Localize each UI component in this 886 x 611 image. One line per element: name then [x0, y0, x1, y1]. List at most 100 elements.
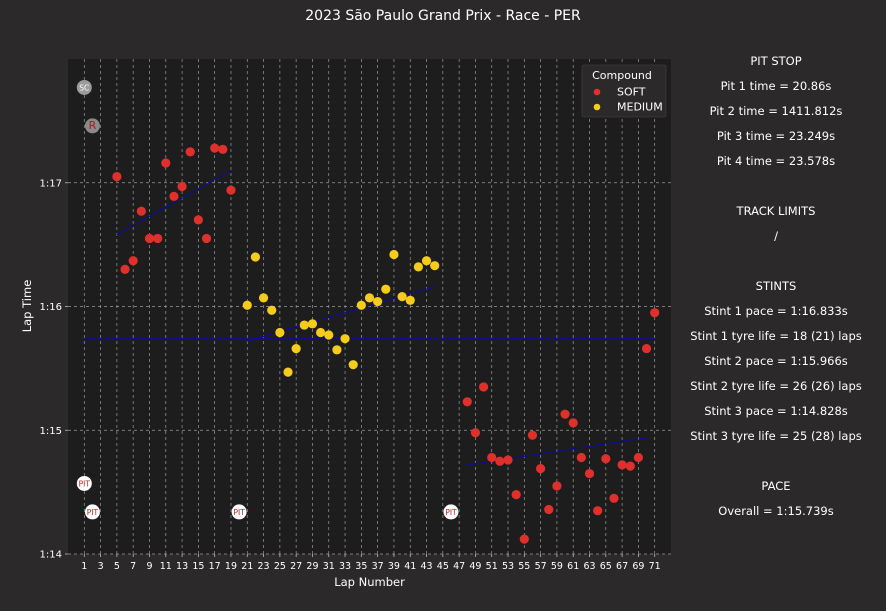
lap-point-medium [381, 284, 391, 294]
marker-label: PIT [79, 479, 91, 488]
x-tick-label: 61 [567, 561, 579, 572]
lap-point-soft [153, 233, 163, 244]
x-tick-label: 37 [372, 561, 384, 572]
lap-point-medium [299, 320, 309, 330]
stint-1-pace: Stint 1 pace = 1:16.833s [704, 304, 848, 318]
x-tick-label: 11 [160, 561, 172, 572]
lap-point-soft [601, 454, 611, 464]
legend-marker-soft [593, 88, 601, 96]
legend-title: Compound [592, 69, 652, 82]
lap-point-soft [536, 464, 546, 474]
stint-1-tyre-life: Stint 1 tyre life = 18 (21) laps [690, 329, 862, 343]
x-tick-label: 67 [616, 561, 628, 572]
tick-labels: 1 3 5 7 9 11 13 15 17 19 21 23 25 27 29 31 33 35 37 39 41 43 4… [40, 178, 661, 572]
x-tick-label: 41 [404, 561, 416, 572]
lap-point-medium [250, 252, 261, 262]
marker-pit [84, 504, 100, 520]
lap-point-soft [210, 143, 220, 153]
x-tick-label: 13 [176, 561, 188, 572]
lap-point-soft [177, 181, 187, 192]
lap-point-medium [316, 327, 326, 338]
lap-point-medium [356, 300, 366, 310]
lap-point-medium [275, 327, 285, 338]
x-tick-label: 51 [486, 561, 498, 572]
marker-label: PIT [445, 508, 457, 517]
lap-point-soft [609, 493, 619, 503]
x-tick-label: 71 [649, 561, 661, 572]
x-tick-label: 29 [306, 561, 318, 572]
x-axis-label: Lap Number [334, 575, 405, 589]
lap-point-soft [503, 455, 513, 465]
lap-point-medium [258, 293, 269, 303]
x-tick-label: 63 [583, 561, 595, 572]
lap-point-soft [112, 171, 122, 182]
lap-point-soft [544, 504, 554, 515]
lap-point-soft [568, 418, 578, 428]
lap-point-medium [242, 300, 252, 310]
x-tick-label: 39 [388, 561, 400, 572]
y-tick-label: 1:15 [40, 426, 62, 437]
marker-pit [231, 504, 247, 520]
stats-panel: PIT STOP Pit 1 time = 20.86s Pit 2 time … [670, 54, 882, 529]
lap-point-medium [348, 360, 358, 370]
lap-point-medium [421, 256, 432, 266]
pit-4-time: Pit 4 time = 23.578s [716, 154, 836, 168]
lap-point-soft [470, 428, 481, 438]
marker-r [84, 118, 100, 134]
lap-point-soft [511, 490, 521, 500]
lap-point-soft [617, 460, 627, 470]
stint-2-tyre-life: Stint 2 tyre life = 26 (26) laps [690, 379, 862, 393]
x-tick-label: 53 [502, 561, 514, 572]
x-tick-label: 65 [600, 561, 612, 572]
pit-stop-heading: PIT STOP [750, 54, 802, 68]
stints-heading: STINTS [755, 279, 797, 293]
track-limits-value: / [774, 229, 778, 243]
lap-point-soft [650, 308, 660, 318]
lap-point-medium [267, 305, 277, 315]
lap-point-soft [641, 343, 652, 354]
data-points [112, 143, 660, 544]
legend-label-soft: SOFT [617, 86, 646, 99]
stint-3-pace: Stint 3 pace = 1:14.828s [704, 404, 848, 418]
pit-1-time: Pit 1 time = 20.86s [720, 79, 832, 93]
marker-sc [76, 79, 92, 95]
lap-point-soft [161, 158, 171, 168]
x-tick-label: 69 [632, 561, 644, 572]
lap-point-soft [218, 144, 228, 154]
lap-point-soft [128, 256, 138, 266]
lap-point-soft [552, 481, 562, 491]
lap-point-soft [478, 382, 489, 392]
lap-point-soft [625, 461, 635, 471]
y-tick-label: 1:14 [40, 550, 62, 561]
lap-point-soft [226, 185, 236, 195]
lap-point-medium [307, 319, 318, 329]
trend-line [116, 169, 232, 236]
lap-point-medium [291, 343, 301, 354]
lap-point-medium [413, 262, 423, 272]
x-tick-label: 45 [437, 561, 449, 572]
lap-point-medium [324, 330, 334, 340]
marker-label: PIT [233, 508, 245, 517]
y-tick-label: 1:17 [40, 178, 62, 189]
chart-title: 2023 São Paulo Grand Prix - Race - PER [305, 8, 581, 24]
lap-point-soft [633, 452, 644, 463]
x-tick-label: 47 [453, 561, 465, 572]
x-tick-label: 55 [518, 561, 530, 572]
lap-point-soft [193, 215, 203, 225]
x-tick-label: 43 [420, 561, 432, 572]
lap-point-soft [584, 468, 595, 479]
marker-label: PIT [87, 508, 99, 517]
lap-point-soft [495, 456, 505, 466]
pit-2-time: Pit 2 time = 1411.812s [709, 104, 843, 118]
lap-point-soft [185, 147, 195, 157]
lap-point-medium [332, 345, 342, 355]
track-limits-heading: TRACK LIMITS [736, 204, 816, 218]
lap-point-medium [430, 261, 440, 271]
x-tick-label: 33 [339, 561, 351, 572]
x-tick-label: 59 [551, 561, 563, 572]
legend-marker-medium [593, 103, 601, 111]
lap-point-medium [397, 292, 407, 302]
lap-point-soft [169, 191, 179, 201]
x-tick-label: 15 [192, 561, 204, 572]
